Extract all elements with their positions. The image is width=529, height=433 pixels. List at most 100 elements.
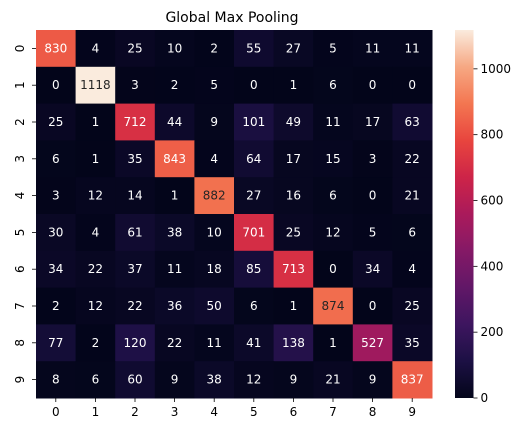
heatmap-cell-r3-c5 xyxy=(234,140,275,178)
heatmap-cell-r0-c4 xyxy=(194,30,235,68)
cell-value-r7-c6: 1 xyxy=(290,299,298,313)
cell-value-r7-c8: 0 xyxy=(369,299,377,313)
y-tick-label-1: 1 xyxy=(13,81,27,89)
cell-value-r4-c1: 12 xyxy=(88,189,103,203)
heatmap-cell-r6-c6 xyxy=(273,250,314,289)
cell-value-r0-c2: 25 xyxy=(127,41,142,55)
heatmap-cell-r6-c1 xyxy=(75,250,116,289)
colorbar-tick-label-2: 400 xyxy=(481,259,504,273)
cell-value-r1-c4: 5 xyxy=(210,78,218,92)
heatmap-cell-r1-c2 xyxy=(115,66,156,105)
cell-value-r7-c0: 2 xyxy=(52,299,60,313)
heatmap-cell-r2-c3 xyxy=(154,103,195,141)
heatmap-cell-r7-c8 xyxy=(352,287,393,325)
cell-value-r0-c5: 55 xyxy=(246,41,261,55)
heatmap-cell-r8-c8 xyxy=(352,324,393,362)
heatmap-cell-r4-c4 xyxy=(194,177,235,215)
heatmap-cell-r7-c1 xyxy=(75,287,116,325)
y-tick-label-0: 0 xyxy=(13,45,27,53)
cell-value-r2-c8: 17 xyxy=(365,115,380,129)
cell-value-r0-c7: 5 xyxy=(329,41,337,55)
cell-value-r2-c1: 1 xyxy=(92,115,100,129)
heatmap-cell-r6-c5 xyxy=(234,250,275,289)
heatmap-cell-r8-c2 xyxy=(115,324,156,362)
cell-value-r7-c7: 874 xyxy=(322,299,345,313)
cell-value-r4-c4: 882 xyxy=(203,189,226,203)
cell-value-r0-c8: 11 xyxy=(365,41,380,55)
heatmap-cell-r2-c0 xyxy=(36,103,77,141)
colorbar-tick-label-0: 0 xyxy=(481,391,489,405)
cell-value-r6-c3: 11 xyxy=(167,262,182,276)
cell-value-r8-c4: 11 xyxy=(207,336,222,350)
cell-value-r4-c8: 0 xyxy=(369,189,377,203)
cell-value-r1-c2: 3 xyxy=(131,78,139,92)
cell-value-r7-c3: 36 xyxy=(167,299,182,313)
heatmap-cell-r9-c8 xyxy=(352,361,393,399)
heatmap-cell-r9-c2 xyxy=(115,361,156,399)
heatmap-cell-r5-c7 xyxy=(313,214,354,252)
cell-value-r3-c2: 35 xyxy=(127,152,142,166)
heatmap-cell-r4-c9 xyxy=(392,177,433,215)
heatmap-cell-r7-c3 xyxy=(154,287,195,325)
x-axis-ticks: 0 1 2 3 4 5 6 7 8 9 xyxy=(52,398,416,419)
cell-value-r0-c6: 27 xyxy=(286,41,301,55)
heatmap-cell-r6-c9 xyxy=(392,250,433,289)
heatmap-cell-r4-c0 xyxy=(36,177,77,215)
cell-value-r3-c1: 1 xyxy=(92,152,100,166)
cell-value-r4-c9: 21 xyxy=(405,189,420,203)
cell-value-r7-c9: 25 xyxy=(405,299,420,313)
heatmap-cell-r2-c5 xyxy=(234,103,275,141)
y-tick-label-3: 3 xyxy=(13,155,27,163)
heatmap-cell-r2-c8 xyxy=(352,103,393,141)
cell-value-r1-c1: 1118 xyxy=(80,78,111,92)
cell-value-r6-c5: 85 xyxy=(246,262,261,276)
heatmap-cell-r6-c7 xyxy=(313,250,354,289)
heatmap-cell-r0-c9 xyxy=(392,30,433,68)
y-tick-label-5: 5 xyxy=(13,229,27,237)
cell-value-r3-c5: 64 xyxy=(246,152,261,166)
cell-value-r9-c0: 8 xyxy=(52,373,60,387)
cell-value-r1-c3: 2 xyxy=(171,78,179,92)
cell-value-r1-c0: 0 xyxy=(52,78,60,92)
cell-value-r5-c0: 30 xyxy=(48,225,63,239)
heatmap-cell-r9-c5 xyxy=(234,361,275,399)
cell-value-r9-c1: 6 xyxy=(92,373,100,387)
heatmap-cell-r7-c4 xyxy=(194,287,235,325)
heatmap-cell-r1-c0 xyxy=(36,66,77,105)
cell-value-r4-c6: 16 xyxy=(286,189,301,203)
cell-value-r3-c3: 843 xyxy=(163,152,186,166)
heatmap-cell-r0-c3 xyxy=(154,30,195,68)
heatmap-cell-r4-c2 xyxy=(115,177,156,215)
y-tick-label-9: 9 xyxy=(13,376,27,384)
heatmap-cell-r5-c9 xyxy=(392,214,433,252)
heatmap-cell-r0-c7 xyxy=(313,30,354,68)
cell-value-r5-c5: 701 xyxy=(242,225,265,239)
heatmap-cell-r4-c8 xyxy=(352,177,393,215)
cell-value-r8-c6: 138 xyxy=(282,336,305,350)
heatmap-cell-r3-c9 xyxy=(392,140,433,178)
heatmap-cell-r3-c4 xyxy=(194,140,235,178)
cell-value-r2-c4: 9 xyxy=(210,115,218,129)
cell-value-r3-c8: 3 xyxy=(369,152,377,166)
cell-value-r0-c3: 10 xyxy=(167,41,182,55)
heatmap-cell-r9-c6 xyxy=(273,361,314,399)
heatmap-cell-r6-c3 xyxy=(154,250,195,289)
cell-value-r8-c9: 35 xyxy=(405,336,420,350)
heatmap-cell-r7-c6 xyxy=(273,287,314,325)
cell-value-r8-c0: 77 xyxy=(48,336,63,350)
heatmap-cell-r0-c8 xyxy=(352,30,393,68)
x-tick-label-8: 8 xyxy=(369,405,377,419)
heatmap-cell-r3-c7 xyxy=(313,140,354,178)
heatmap-cell-r9-c4 xyxy=(194,361,235,399)
cell-value-r9-c7: 21 xyxy=(325,373,340,387)
cell-value-r3-c9: 22 xyxy=(405,152,420,166)
cell-value-r5-c2: 61 xyxy=(127,225,142,239)
y-tick-label-2: 2 xyxy=(13,118,27,126)
cell-value-r8-c5: 41 xyxy=(246,336,261,350)
colorbar-tick-label-1: 200 xyxy=(481,325,504,339)
heatmap-cell-r2-c9 xyxy=(392,103,433,141)
heatmap-cell-r8-c1 xyxy=(75,324,116,362)
heatmap-cell-r1-c7 xyxy=(313,66,354,105)
cell-value-r6-c7: 0 xyxy=(329,262,337,276)
